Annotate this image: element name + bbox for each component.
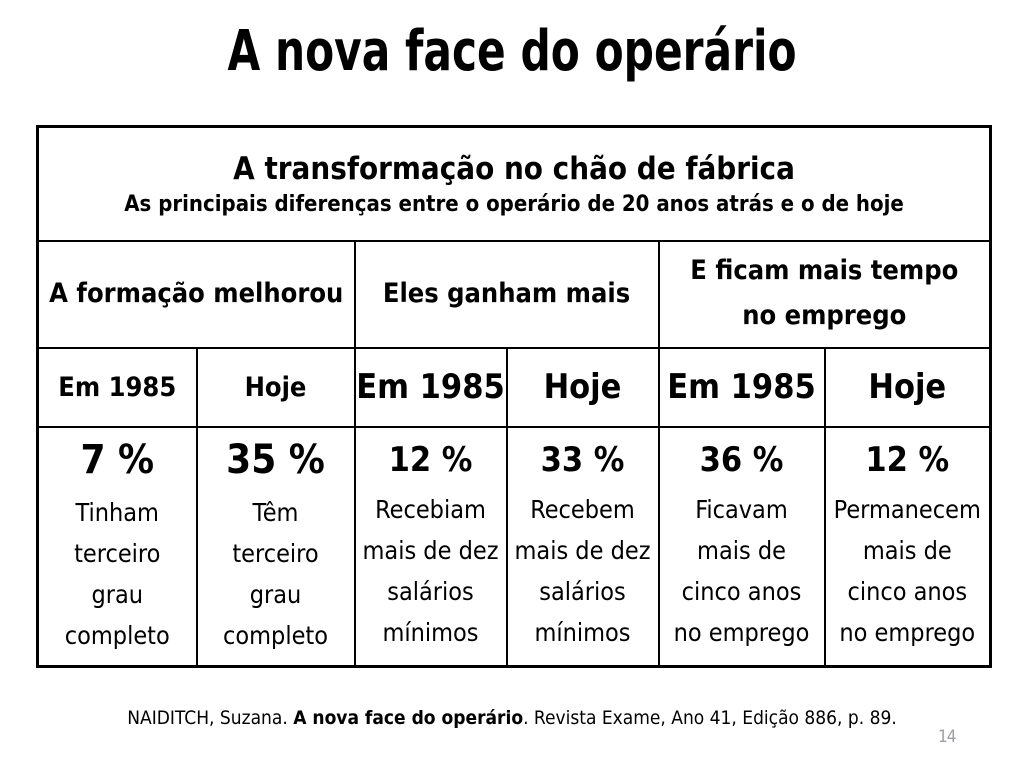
year-header-cell: Em 1985: [353, 346, 508, 428]
value-cell: 35 % Têm terceiro grau completo: [195, 425, 356, 668]
value-description: Ficavam mais de cinco anos no emprego: [673, 494, 810, 647]
year-header-cell: Hoje: [195, 346, 356, 428]
citation-author: NAIDITCH, Suzana.: [127, 707, 294, 729]
year-header-cell: Em 1985: [657, 346, 826, 428]
value-description: Tinham terceiro grau completo: [64, 498, 170, 651]
percent-value: 7 %: [80, 437, 155, 484]
year-header-row: Em 1985 Hoje Em 1985 Hoje Em 1985 Hoje: [36, 346, 992, 428]
percent-value: 12 %: [865, 439, 950, 480]
group-header-salary: Eles ganham mais: [353, 239, 660, 349]
group-header-tenure: E ficam mais tempo no emprego: [657, 239, 992, 349]
percent-value: 36 %: [699, 439, 784, 480]
table-header-row: A transformação no chão de fábrica As pr…: [36, 125, 992, 242]
citation-details: . Revista Exame, Ano 41, Edição 886, p. …: [523, 707, 897, 729]
value-cell: 12 % Recebiam mais de dez salários mínimos: [353, 425, 508, 668]
percent-value: 33 %: [540, 439, 625, 480]
year-header-cell: Hoje: [823, 346, 992, 428]
value-cell: 7 % Tinham terceiro grau completo: [36, 425, 198, 668]
table-subtitle: As principais diferenças entre o operári…: [124, 192, 904, 218]
citation: NAIDITCH, Suzana. A nova face do operári…: [0, 707, 1024, 729]
comparison-table: A transformação no chão de fábrica As pr…: [36, 125, 993, 668]
value-cell: 36 % Ficavam mais de cinco anos no emprego: [657, 425, 826, 668]
group-header-education: A formação melhorou: [36, 239, 356, 349]
percent-value: 12 %: [388, 439, 473, 480]
slide-title: A nova face do operário: [227, 19, 797, 84]
group-header-row: A formação melhorou Eles ganham mais E f…: [36, 239, 992, 349]
year-header-cell: Hoje: [505, 346, 660, 428]
value-description: Recebem mais de dez salários mínimos: [514, 494, 651, 647]
value-cell: 12 % Permanecem mais de cinco anos no empre…: [823, 425, 992, 668]
citation-work-title: A nova face do operário: [293, 707, 524, 729]
value-description: Permanecem mais de cinco anos no emprego: [833, 494, 981, 647]
value-row: 7 % Tinham terceiro grau completo 35 % Têm t…: [36, 425, 992, 668]
percent-value: 35 %: [226, 437, 325, 484]
value-description: Recebiam mais de dez salários mínimos: [362, 494, 499, 647]
year-header-cell: Em 1985: [36, 346, 198, 428]
table-title: A transformação no chão de fábrica: [233, 150, 795, 187]
page-number: 14: [938, 727, 956, 747]
value-cell: 33 % Recebem mais de dez salários mínimos: [505, 425, 660, 668]
value-description: Têm terceiro grau completo: [223, 498, 328, 651]
table-header-cell: A transformação no chão de fábrica As pr…: [36, 125, 992, 242]
